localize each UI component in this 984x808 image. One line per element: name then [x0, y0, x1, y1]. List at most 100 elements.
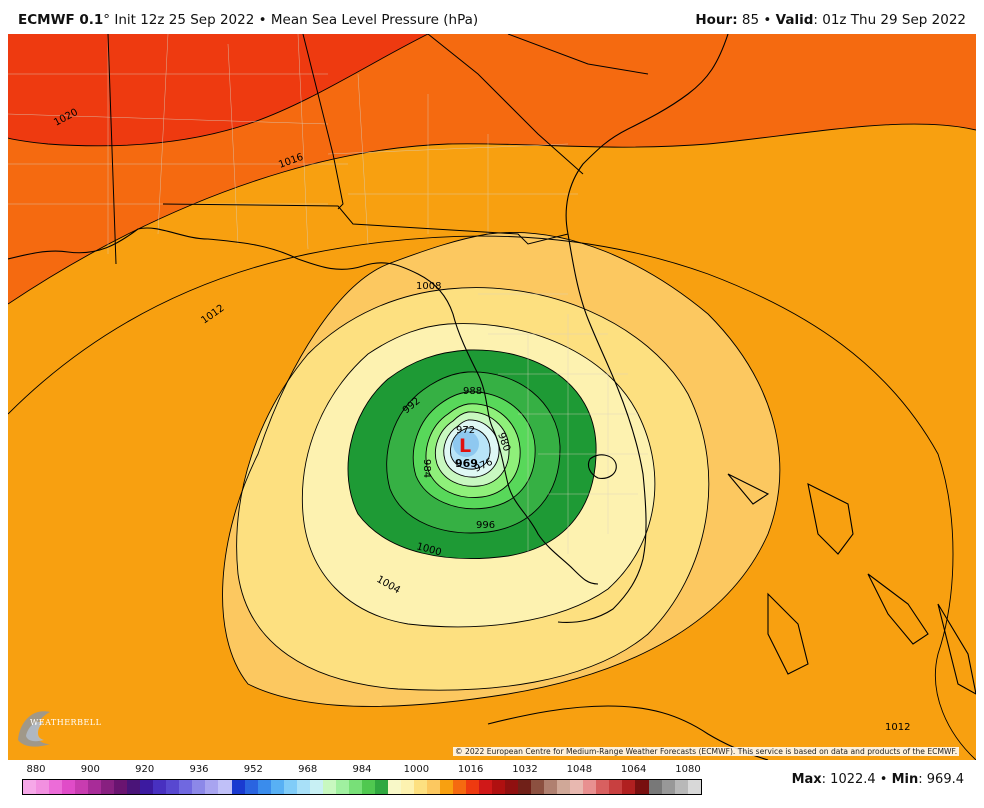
colorbar-label: 952 — [243, 764, 263, 775]
colorbar-swatch — [192, 780, 206, 794]
colorbar-swatch — [687, 780, 701, 794]
county-grid-3 — [478, 293, 648, 554]
colorbar-swatch — [505, 780, 519, 794]
field-name: Mean Sea Level Pressure (hPa) — [270, 12, 479, 28]
state-boundaries — [107, 34, 649, 265]
model-name: ECMWF 0.1 — [18, 12, 104, 28]
sc-nc-border — [507, 34, 649, 75]
colorbar-swatch — [283, 780, 297, 794]
colorbar-swatch — [387, 780, 401, 794]
colorbar-swatch — [518, 780, 532, 794]
colorbar-swatch — [231, 780, 245, 794]
logo-text: WEATHERBELL — [30, 718, 102, 727]
fl-atlantic-coast — [557, 233, 647, 623]
colorbar: 880 900 920 936 952 968 984 1000 1016 1032 1048 106… — [22, 764, 702, 804]
title-separator: • — [254, 12, 271, 28]
isobar-1020 — [8, 34, 429, 147]
isobar-996 — [347, 349, 597, 559]
gulf-coast — [8, 227, 599, 585]
colorbar-swatch — [205, 780, 219, 794]
logo-swirl-icon — [18, 711, 50, 747]
colorbar-label: 1032 — [512, 764, 538, 775]
colorbar-swatch — [374, 780, 388, 794]
isobar-988 — [412, 391, 536, 510]
pressure-map: 1020 1016 1012 1008 1004 1000 996 992 98… — [8, 34, 976, 760]
isobar-972 — [450, 427, 491, 470]
colorbar-label: 1000 — [403, 764, 430, 775]
county-grid-1 — [107, 34, 489, 254]
max-label: Max — [791, 772, 822, 787]
lake-okeechobee — [587, 454, 617, 479]
colorbar-swatch — [140, 780, 154, 794]
colorbar-label: 984 — [352, 764, 372, 775]
map-svg: 1020 1016 1012 1008 1004 1000 996 992 98… — [8, 34, 976, 760]
colorbar-swatch — [609, 780, 623, 794]
colorbar-swatch — [583, 780, 597, 794]
band-969 — [453, 431, 479, 457]
colorbar-label: 1048 — [566, 764, 593, 775]
colorbar-swatch — [531, 780, 545, 794]
degree-symbol: ° — [103, 12, 111, 28]
colorbar-swatch — [348, 780, 362, 794]
bahamas-1 — [727, 473, 770, 505]
contour-label: 984 — [421, 459, 432, 478]
copyright-notice: © 2022 European Centre for Medium-Range … — [453, 747, 960, 756]
coastline — [8, 34, 976, 760]
colorbar-swatch — [492, 780, 506, 794]
bahamas-3 — [867, 573, 929, 645]
hour-value: 85 — [737, 12, 760, 28]
colorbar-swatch — [179, 780, 193, 794]
colorbar-swatch — [101, 780, 115, 794]
colorbar-swatch — [218, 780, 232, 794]
colorbar-label: 1064 — [620, 764, 647, 775]
colorbar-swatch — [36, 780, 50, 794]
colorbar-swatch — [440, 780, 454, 794]
isobar-1004 — [236, 287, 710, 691]
title-right: Hour: 85 • Valid: 01z Thu 29 Sep 2022 — [695, 12, 966, 28]
hour-label: Hour: — [695, 12, 738, 28]
title-left: ECMWF 0.1° Init 12z 25 Sep 2022 • Mean S… — [18, 12, 478, 28]
colorbar-swatch — [661, 780, 675, 794]
min-label: Min — [891, 772, 919, 787]
fl-ga-al-border — [162, 203, 569, 245]
colorbar-label: 880 — [26, 764, 46, 775]
min-value: : 969.4 — [918, 772, 964, 787]
ms-al-border — [107, 34, 117, 265]
contour-label: 1012 — [885, 722, 910, 733]
colorbar-swatch — [270, 780, 284, 794]
colorbar-swatch — [88, 780, 102, 794]
colorbar-swatch — [309, 780, 323, 794]
colorbar-swatch — [622, 780, 636, 794]
colorbar-swatch — [426, 780, 440, 794]
colorbar-swatch — [361, 780, 375, 794]
colorbar-swatch — [557, 780, 571, 794]
isobar-992 — [386, 371, 561, 534]
cuba-coast — [487, 705, 769, 760]
colorbar-label: 1080 — [675, 764, 701, 775]
colorbar-swatch — [400, 780, 414, 794]
colorbar-swatch — [127, 780, 141, 794]
isobar-980 — [434, 411, 510, 487]
colorbar-label: 936 — [189, 764, 209, 775]
colorbar-label: 920 — [135, 764, 155, 775]
colorbar-swatch — [635, 780, 649, 794]
valid-label: Valid — [775, 12, 814, 28]
colorbar-swatch — [322, 780, 336, 794]
colorbar-swatch — [479, 780, 493, 794]
colorbar-swatch — [544, 780, 558, 794]
colorbar-swatch — [153, 780, 167, 794]
isobar-1016 — [8, 123, 976, 305]
isobar-984 — [425, 403, 521, 498]
colorbar-swatch — [75, 780, 89, 794]
colorbar-swatch — [257, 780, 271, 794]
isobar-1012 — [8, 235, 976, 760]
colorbar-swatch — [166, 780, 180, 794]
isobars — [8, 34, 976, 760]
colorbar-swatch — [49, 780, 63, 794]
isobar-1008 — [222, 232, 781, 707]
contour-label: 1008 — [416, 281, 441, 292]
max-value: : 1022.4 — [821, 772, 876, 787]
init-time: Init 12z 25 Sep 2022 — [110, 12, 255, 28]
low-value: 969 — [455, 457, 478, 470]
header: ECMWF 0.1° Init 12z 25 Sep 2022 • Mean S… — [0, 0, 984, 34]
